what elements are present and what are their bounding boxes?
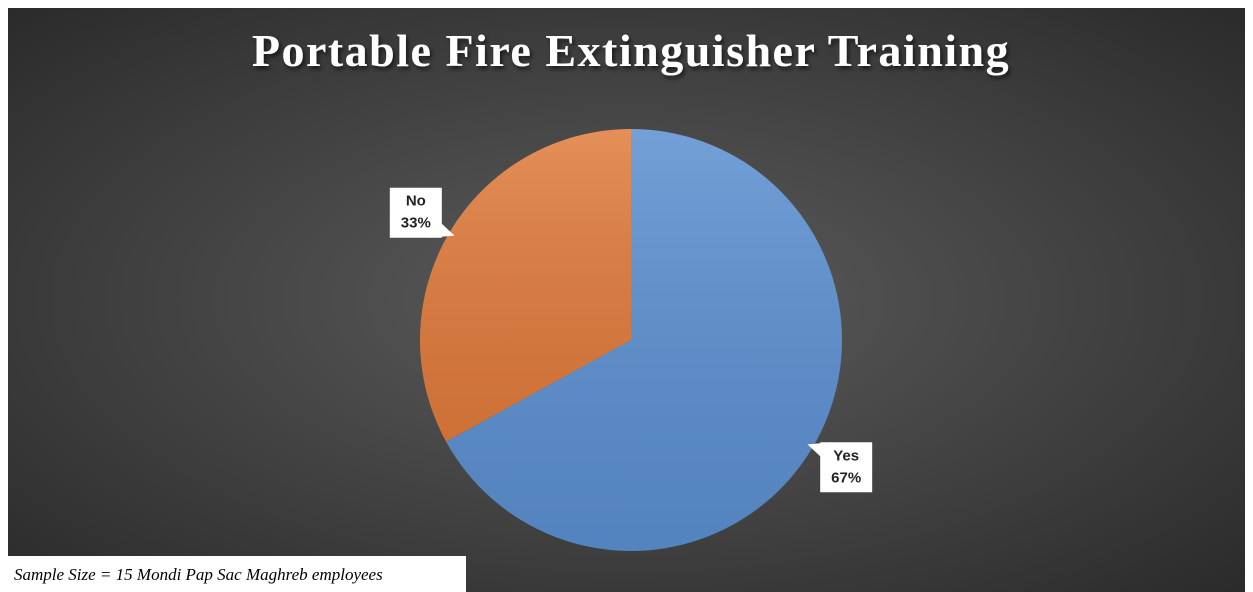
category-label: No <box>406 193 426 210</box>
annotation-box <box>8 556 466 592</box>
value-label: 33% <box>401 215 431 232</box>
data-labels: Yes 67% No 33% <box>389 187 873 493</box>
pie <box>420 129 842 551</box>
category-label: Yes <box>833 447 859 464</box>
annotation: Sample Size = 15 Mondi Pap Sac Maghreb e… <box>14 565 383 584</box>
slice-shade <box>446 129 842 551</box>
label-box <box>820 442 873 493</box>
chart-title: Portable Fire Extinguisher Training <box>252 25 1010 76</box>
label-box <box>389 187 442 238</box>
slice-shade <box>420 129 631 442</box>
value-label: 67% <box>831 469 861 486</box>
